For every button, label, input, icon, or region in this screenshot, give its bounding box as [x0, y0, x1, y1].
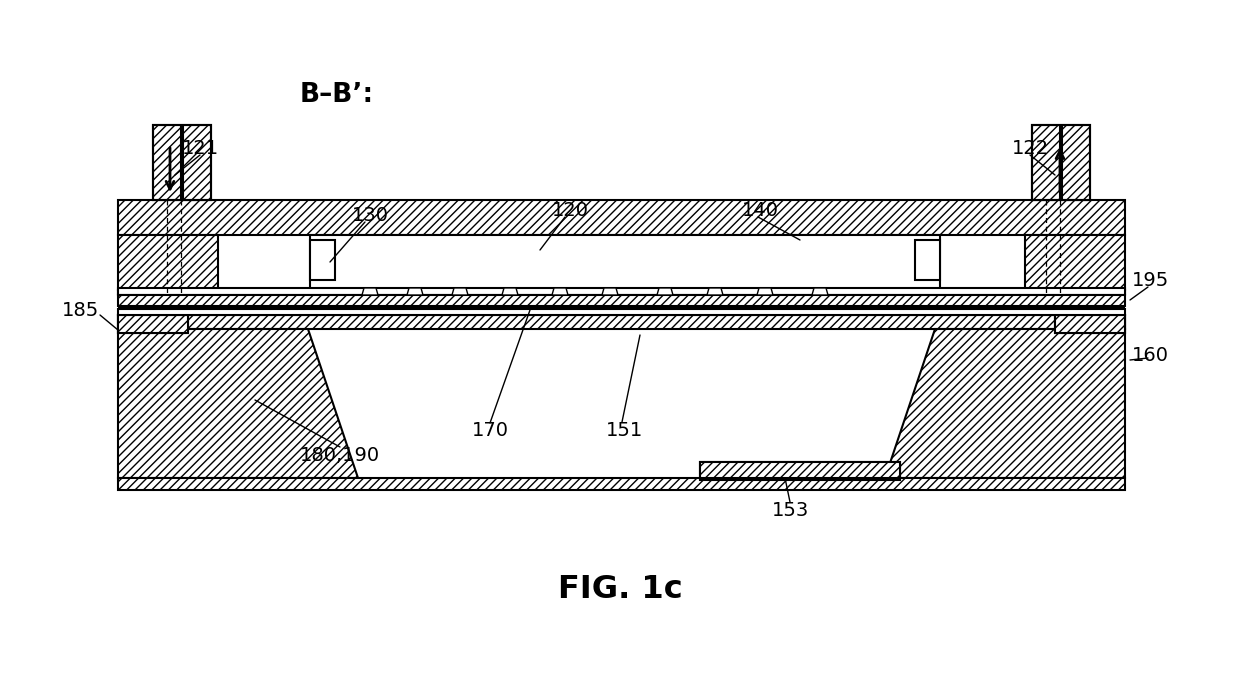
- Text: 130: 130: [351, 205, 388, 225]
- Polygon shape: [362, 288, 378, 295]
- Bar: [153, 125, 181, 200]
- Text: 120: 120: [552, 200, 589, 220]
- Bar: [310, 235, 940, 290]
- Bar: [1032, 125, 1090, 200]
- Bar: [701, 462, 900, 478]
- Text: 151: 151: [606, 421, 644, 439]
- Polygon shape: [502, 288, 518, 295]
- Bar: [1055, 315, 1125, 333]
- Text: 180,190: 180,190: [300, 446, 381, 464]
- Polygon shape: [552, 288, 568, 295]
- Bar: [701, 462, 900, 480]
- Polygon shape: [707, 288, 723, 295]
- Bar: [118, 306, 1125, 309]
- Text: 121: 121: [181, 138, 218, 158]
- Bar: [184, 125, 211, 200]
- Bar: [310, 240, 335, 280]
- Polygon shape: [885, 329, 1125, 478]
- Bar: [1061, 125, 1090, 200]
- Bar: [118, 290, 1125, 294]
- Polygon shape: [601, 288, 618, 295]
- Text: 140: 140: [742, 200, 779, 220]
- Text: 153: 153: [771, 500, 808, 520]
- Text: 160: 160: [1131, 346, 1168, 364]
- Bar: [118, 315, 188, 333]
- Polygon shape: [407, 288, 423, 295]
- Bar: [118, 309, 1125, 315]
- Polygon shape: [812, 288, 828, 295]
- Text: 170: 170: [471, 421, 508, 439]
- Bar: [118, 478, 1125, 490]
- Bar: [118, 288, 1125, 295]
- Bar: [118, 315, 188, 333]
- Polygon shape: [118, 329, 358, 478]
- Text: B–B’:: B–B’:: [300, 82, 374, 108]
- Polygon shape: [756, 288, 773, 295]
- Bar: [153, 125, 211, 200]
- Bar: [118, 315, 1125, 329]
- Text: 185: 185: [61, 301, 99, 319]
- Bar: [1032, 125, 1060, 200]
- Bar: [1055, 315, 1125, 333]
- Bar: [118, 295, 1125, 306]
- Text: FIG. 1c: FIG. 1c: [558, 574, 682, 605]
- Polygon shape: [657, 288, 673, 295]
- Bar: [1025, 235, 1125, 290]
- Bar: [915, 240, 940, 280]
- Bar: [118, 200, 1125, 235]
- Text: 122: 122: [1012, 138, 1049, 158]
- Bar: [118, 287, 1125, 290]
- Bar: [118, 235, 218, 290]
- Text: 195: 195: [1131, 270, 1168, 290]
- Polygon shape: [453, 288, 467, 295]
